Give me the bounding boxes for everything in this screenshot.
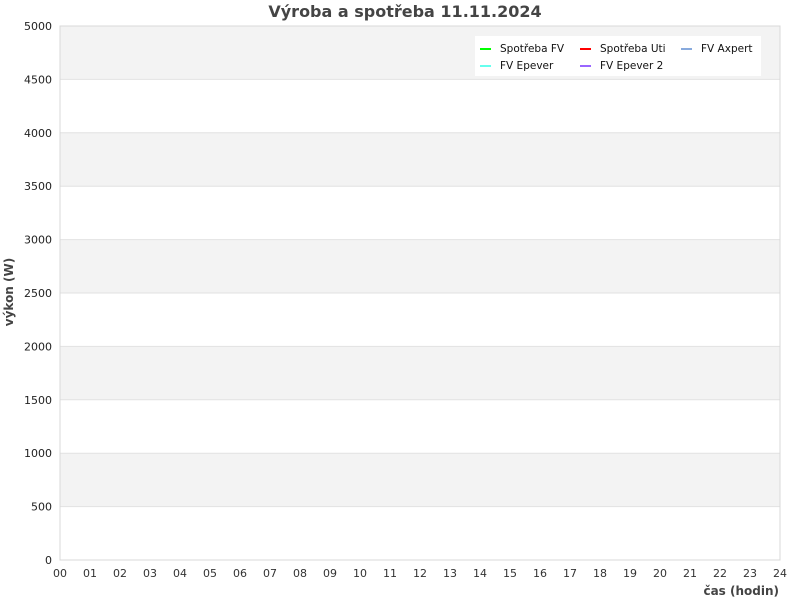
x-axis-ticks: 00 01 02 03 04 05 06 07 08 09 10 11 12 13 14 15 16 17 18 19… bbox=[53, 567, 787, 580]
grid-band bbox=[60, 346, 780, 400]
x-tick-label: 18 bbox=[593, 567, 607, 580]
grid-band bbox=[60, 186, 780, 240]
y-tick-label: 5000 bbox=[24, 20, 52, 33]
x-tick-label: 00 bbox=[53, 567, 67, 580]
x-tick-label: 07 bbox=[263, 567, 277, 580]
grid-band bbox=[60, 399, 780, 454]
x-tick-label: 23 bbox=[743, 567, 757, 580]
plot-frame bbox=[59, 25, 781, 561]
x-tick-label: 24 bbox=[773, 567, 787, 580]
y-tick-label: 0 bbox=[45, 554, 52, 567]
x-tick-label: 19 bbox=[623, 567, 637, 580]
x-tick-label: 01 bbox=[83, 567, 97, 580]
x-tick-label: 13 bbox=[443, 567, 457, 580]
x-tick-label: 12 bbox=[413, 567, 427, 580]
y-tick-label: 500 bbox=[31, 501, 52, 514]
grid-band bbox=[60, 79, 780, 133]
legend-item: Spotřeba FV bbox=[480, 43, 565, 55]
legend-label: FV Axpert bbox=[701, 43, 753, 55]
x-tick-label: 05 bbox=[203, 567, 217, 580]
x-tick-label: 17 bbox=[563, 567, 577, 580]
legend-label: Spotřeba FV bbox=[500, 43, 565, 55]
legend-label: FV Epever bbox=[500, 60, 554, 72]
x-tick-label: 04 bbox=[173, 567, 187, 580]
grid-band bbox=[60, 132, 780, 187]
y-axis-ticks: 0 500 1000 1500 2000 2500 3000 3500 4000 4500 5000 bbox=[24, 20, 52, 567]
y-tick-label: 2000 bbox=[24, 340, 52, 353]
grid-bands bbox=[60, 26, 780, 560]
x-tick-label: 21 bbox=[683, 567, 697, 580]
x-tick-label: 11 bbox=[383, 567, 397, 580]
grid-band bbox=[60, 506, 780, 560]
legend-label: FV Epever 2 bbox=[600, 60, 663, 72]
y-tick-label: 3000 bbox=[24, 234, 52, 247]
legend-item: FV Epever bbox=[480, 60, 554, 72]
y-axis-label: výkon (W) bbox=[2, 258, 16, 326]
y-tick-label: 2500 bbox=[24, 287, 52, 300]
legend-item: FV Epever 2 bbox=[580, 60, 663, 72]
legend-item: Spotřeba Uti bbox=[580, 43, 666, 55]
x-tick-label: 03 bbox=[143, 567, 157, 580]
grid-band bbox=[60, 239, 780, 293]
chart-title: Výroba a spotřeba 11.11.2024 bbox=[268, 2, 541, 21]
legend: Spotřeba FV Spotřeba Uti FV Axpert FV Epeve… bbox=[475, 36, 761, 76]
x-tick-label: 09 bbox=[323, 567, 337, 580]
x-tick-label: 22 bbox=[713, 567, 727, 580]
y-tick-label: 4000 bbox=[24, 127, 52, 140]
legend-item: FV Axpert bbox=[681, 43, 753, 55]
grid-band bbox=[60, 293, 780, 347]
y-tick-label: 1500 bbox=[24, 394, 52, 407]
x-tick-label: 10 bbox=[353, 567, 367, 580]
x-tick-label: 14 bbox=[473, 567, 487, 580]
x-tick-label: 06 bbox=[233, 567, 247, 580]
y-tick-label: 1000 bbox=[24, 447, 52, 460]
grid-band bbox=[60, 453, 780, 507]
x-tick-label: 16 bbox=[533, 567, 547, 580]
x-axis-label: čas (hodin) bbox=[703, 584, 779, 598]
x-tick-label: 08 bbox=[293, 567, 307, 580]
legend-label: Spotřeba Uti bbox=[600, 43, 666, 55]
x-tick-label: 15 bbox=[503, 567, 517, 580]
x-tick-label: 02 bbox=[113, 567, 127, 580]
x-tick-label: 20 bbox=[653, 567, 667, 580]
y-tick-label: 4500 bbox=[24, 73, 52, 86]
y-tick-label: 3500 bbox=[24, 180, 52, 193]
legend-box bbox=[475, 36, 761, 76]
